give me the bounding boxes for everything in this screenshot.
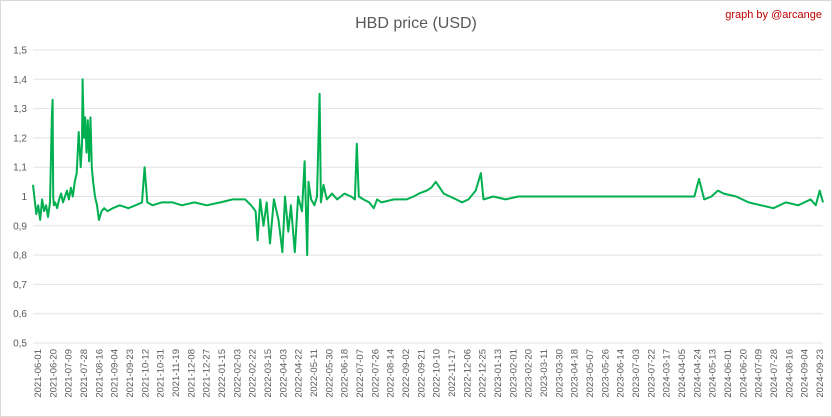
y-tick-label: 0,6 bbox=[13, 309, 27, 320]
x-tick-label: 2021-11-19 bbox=[171, 349, 182, 397]
x-tick-label: 2021-12-27 bbox=[202, 349, 213, 398]
x-tick-label: 2024-09-04 bbox=[800, 349, 811, 398]
x-tick-label: 2021-06-20 bbox=[48, 349, 59, 398]
x-tick-label: 2023-07-22 bbox=[646, 349, 657, 398]
x-tick-label: 2022-07-26 bbox=[370, 349, 381, 398]
x-tick-label: 2022-10-10 bbox=[432, 349, 443, 398]
x-tick-label: 2022-05-11 bbox=[309, 349, 320, 397]
y-tick-label: 1,1 bbox=[13, 163, 27, 174]
x-tick-label: 2022-09-02 bbox=[401, 349, 412, 398]
x-tick-label: 2022-12-06 bbox=[462, 349, 473, 398]
x-tick-label: 2023-03-11 bbox=[539, 349, 550, 397]
y-tick-label: 1,2 bbox=[13, 133, 27, 144]
x-tick-label: 2022-08-14 bbox=[386, 349, 397, 398]
y-tick-label: 0,9 bbox=[13, 221, 27, 232]
x-tick-label: 2024-09-23 bbox=[815, 349, 826, 398]
x-tick-label: 2022-06-18 bbox=[340, 349, 351, 398]
series-group bbox=[32, 78, 824, 257]
x-tick-label: 2022-01-15 bbox=[217, 349, 228, 398]
x-tick-label: 2023-02-20 bbox=[524, 349, 535, 398]
y-tick-label: 1,3 bbox=[13, 104, 27, 115]
x-tick-label: 2024-04-24 bbox=[692, 349, 703, 398]
x-tick-label: 2022-07-07 bbox=[355, 349, 366, 398]
x-tick-label: 2023-01-13 bbox=[493, 349, 504, 398]
x-tick-label: 2022-11-17 bbox=[447, 349, 458, 397]
x-tick-label: 2022-02-03 bbox=[232, 349, 243, 398]
x-tick-label: 2021-10-31 bbox=[156, 349, 167, 398]
x-tick-label: 2021-09-04 bbox=[110, 349, 121, 398]
x-tick-label: 2021-07-09 bbox=[64, 349, 75, 398]
x-tick-label: 2023-07-03 bbox=[631, 349, 642, 398]
x-axis-ticks: 2021-06-01 2021-06-20 2021-07-09 2021-07-28… bbox=[33, 349, 826, 398]
x-tick-label: 2021-10-12 bbox=[140, 349, 151, 398]
x-tick-label: 2024-03-17 bbox=[662, 349, 673, 398]
chart-title: HBD price (USD) bbox=[355, 15, 477, 32]
x-tick-label: 2022-04-03 bbox=[278, 349, 289, 398]
x-tick-label: 2022-09-21 bbox=[416, 349, 427, 398]
series-line bbox=[32, 78, 824, 257]
x-tick-label: 2021-06-01 bbox=[33, 349, 44, 398]
y-tick-label: 1,5 bbox=[13, 46, 27, 57]
x-tick-label: 2024-07-28 bbox=[769, 349, 780, 398]
x-tick-label: 2023-05-07 bbox=[585, 349, 596, 398]
x-tick-label: 2021-08-16 bbox=[94, 349, 105, 398]
x-tick-label: 2022-12-25 bbox=[478, 349, 489, 398]
x-tick-label: 2023-06-14 bbox=[616, 349, 627, 398]
y-axis-ticks: 0,5 0,6 0,7 0,8 0,9 1 1,1 1,2 1,3 1,4 1,5 bbox=[13, 46, 27, 350]
x-tick-label: 2024-07-09 bbox=[754, 349, 765, 398]
x-tick-label: 2023-05-26 bbox=[600, 349, 611, 398]
x-tick-label: 2022-02-22 bbox=[248, 349, 259, 398]
y-tick-label: 0,8 bbox=[13, 251, 27, 262]
x-tick-label: 2022-05-30 bbox=[324, 349, 335, 398]
x-tick-label: 2021-09-23 bbox=[125, 349, 136, 398]
y-tick-label: 1 bbox=[21, 192, 27, 203]
x-tick-label: 2022-04-22 bbox=[294, 349, 305, 398]
x-tick-label: 2023-04-18 bbox=[570, 349, 581, 398]
x-tick-label: 2024-06-01 bbox=[723, 349, 734, 398]
y-tick-label: 0,7 bbox=[13, 280, 27, 291]
y-tick-label: 0,5 bbox=[13, 339, 27, 350]
x-tick-label: 2023-03-30 bbox=[554, 349, 565, 398]
x-tick-label: 2024-05-13 bbox=[708, 349, 719, 398]
chart-credit: graph by @arcange bbox=[725, 9, 822, 21]
x-tick-label: 2024-08-16 bbox=[784, 349, 795, 398]
x-tick-label: 2021-07-28 bbox=[79, 349, 90, 398]
x-tick-label: 2023-02-01 bbox=[508, 349, 519, 398]
y-tick-label: 1,4 bbox=[13, 75, 27, 86]
x-tick-label: 2024-06-20 bbox=[738, 349, 749, 398]
x-tick-label: 2022-03-15 bbox=[263, 349, 274, 398]
x-tick-label: 2024-04-05 bbox=[677, 349, 688, 398]
x-tick-label: 2021-12-08 bbox=[186, 349, 197, 398]
